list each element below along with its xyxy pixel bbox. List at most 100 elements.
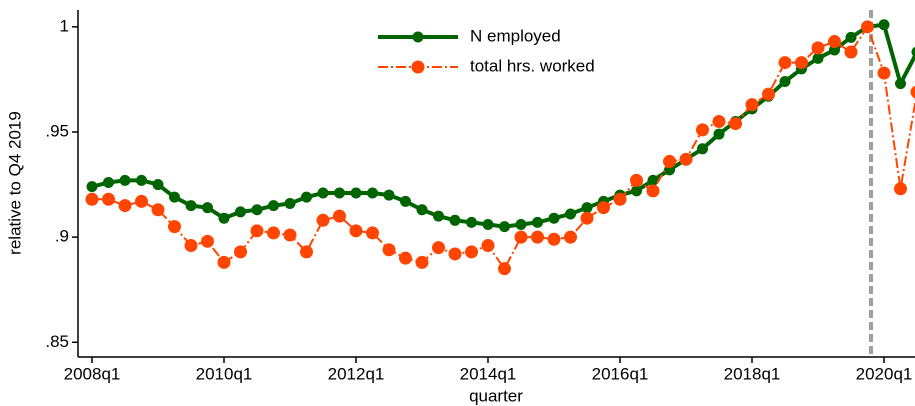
legend-marker [412,31,424,43]
marker [382,243,396,257]
marker [383,189,395,201]
marker [647,174,659,186]
marker [779,76,791,88]
marker [679,152,693,166]
marker [400,195,411,207]
marker [251,204,263,216]
marker [631,185,642,197]
y-tick-label: .85 [45,332,69,351]
marker [416,204,428,216]
marker [878,19,890,31]
marker [630,173,643,187]
marker [481,239,495,253]
marker [910,85,915,99]
marker [482,219,494,231]
marker [86,181,98,193]
marker [169,191,180,203]
marker [845,31,857,43]
marker [465,245,478,259]
marker [697,143,708,155]
marker [498,262,511,276]
x-tick-label: 2020q1 [856,364,913,383]
marker [565,208,576,220]
marker [597,201,610,215]
marker [136,174,147,186]
x-tick-label: 2010q1 [196,364,253,383]
marker [548,212,560,224]
marker [778,56,792,70]
x-tick-label: 2018q1 [724,364,781,383]
marker [547,232,561,246]
marker [696,123,709,137]
marker [762,87,775,101]
marker [466,216,477,228]
marker [663,154,676,168]
marker [234,245,247,259]
marker [366,226,379,240]
y-tick-label: .9 [55,227,69,246]
marker [713,128,725,140]
marker [532,216,543,228]
marker [349,224,363,238]
marker [334,187,345,199]
marker [877,66,891,80]
marker [580,211,594,225]
x-tick-label: 2016q1 [592,364,649,383]
marker [795,56,808,70]
legend-marker [411,60,425,74]
marker [895,78,906,90]
marker [235,206,246,218]
marker [564,230,577,244]
marker [118,199,132,213]
marker [184,239,198,253]
marker [201,234,214,248]
marker [433,210,444,222]
y-tick-label: .95 [45,121,69,140]
marker [333,209,346,223]
marker [283,228,297,242]
x-axis-title: quarter [469,386,523,405]
marker [152,179,164,191]
marker [729,117,742,131]
marker [284,197,296,209]
marker [301,191,312,203]
marker [531,230,544,244]
marker [646,184,660,198]
marker [300,245,313,259]
marker [202,202,213,214]
marker [218,212,230,224]
marker [449,214,461,226]
marker [499,221,510,233]
marker [514,230,528,244]
marker [515,219,527,231]
marker [85,192,99,206]
marker [267,226,280,240]
marker [613,192,627,206]
marker [268,200,279,212]
marker [745,98,759,112]
marker [102,192,115,206]
marker [811,41,825,55]
legend-label: total hrs. worked [470,56,595,75]
marker [844,45,858,59]
series-line [91,22,915,229]
marker [415,255,429,269]
y-tick-label: 1 [60,16,69,35]
marker [185,200,197,212]
plot-area [85,19,915,276]
marker [217,255,231,269]
marker [316,213,330,227]
x-tick-label: 2014q1 [460,364,517,383]
marker [894,182,907,196]
x-tick-label: 2012q1 [328,364,385,383]
marker [712,114,726,128]
marker [581,202,593,214]
marker [861,20,874,34]
marker [151,203,165,217]
marker [103,176,114,188]
marker [448,247,462,261]
marker [367,187,378,199]
marker [399,251,412,265]
marker [911,46,915,58]
